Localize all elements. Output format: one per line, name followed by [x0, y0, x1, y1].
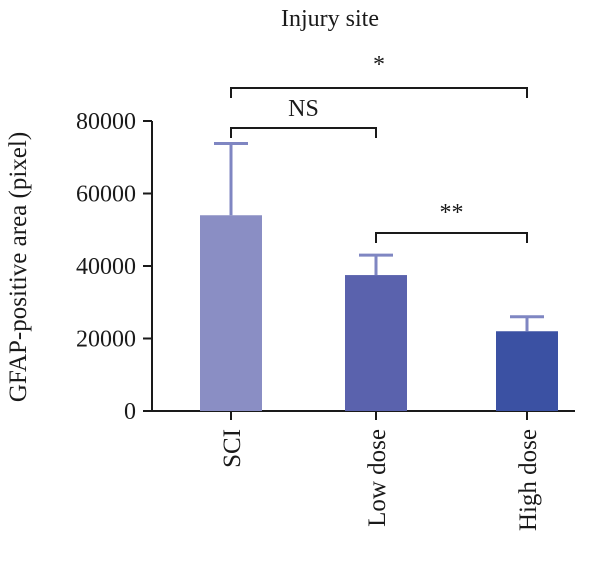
- significance-bracket: [375, 232, 528, 243]
- significance-bracket: [230, 87, 528, 98]
- y-tick-label: 60000: [76, 182, 136, 208]
- y-tick-label: 0: [124, 399, 136, 425]
- plot-area: 0 20000 40000 60000 80000 SCI Low dose High dos…: [76, 52, 575, 531]
- chart-title: Injury site: [281, 6, 379, 32]
- significance-label: **: [440, 200, 464, 226]
- bar-sci: [200, 215, 262, 411]
- y-axis-label: GFAP-positive area (pixel): [5, 132, 32, 402]
- y-tick-label: 20000: [76, 327, 136, 353]
- x-tick-label: Low dose: [364, 429, 391, 527]
- significance-label: NS: [288, 96, 319, 122]
- x-tick-label: High dose: [515, 429, 542, 531]
- significance-bracket: [230, 127, 377, 138]
- bar-high-dose: [496, 331, 558, 411]
- bar-low-dose: [345, 275, 407, 411]
- x-tick-label: SCI: [219, 429, 246, 468]
- significance-label: *: [373, 52, 385, 78]
- y-tick-label: 40000: [76, 254, 136, 280]
- y-tick-label: 80000: [76, 109, 136, 135]
